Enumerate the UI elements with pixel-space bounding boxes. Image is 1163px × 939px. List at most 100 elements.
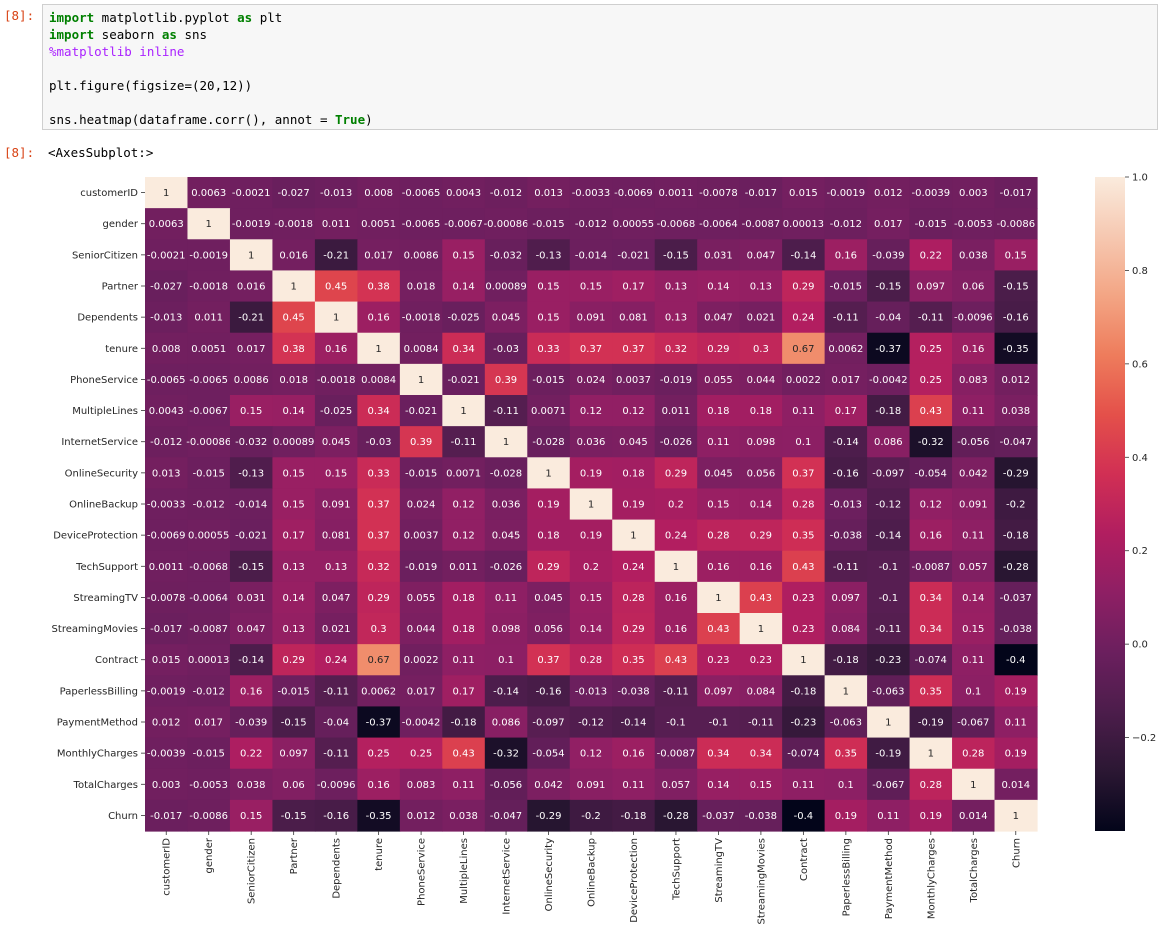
colorbar-tick-label: −0.2: [1132, 733, 1156, 744]
heatmap-cell: [782, 177, 826, 209]
heatmap-cell: [569, 270, 613, 303]
heatmap-cell: [909, 768, 953, 801]
cell-annotation: 0.29: [792, 282, 814, 293]
code-cell[interactable]: import matplotlib.pyplot as plt import s…: [42, 4, 1158, 130]
heatmap-cell: [824, 208, 868, 240]
cell-annotation: -0.039: [235, 718, 267, 729]
heatmap-cell: [782, 644, 826, 676]
heatmap-cell: [145, 613, 189, 645]
heatmap-cell: [654, 395, 698, 427]
heatmap-cell: [527, 426, 571, 458]
heatmap-cell: [909, 395, 953, 427]
cell-annotation: 1: [163, 188, 169, 199]
heatmap-cell: [145, 270, 189, 303]
cell-annotation: -0.0018: [317, 375, 356, 386]
cell-annotation: 0.055: [407, 593, 436, 604]
cell-annotation: 0.0071: [531, 406, 566, 417]
cell-annotation: -0.21: [323, 250, 349, 261]
heatmap-cell: [782, 301, 826, 334]
cell-annotation: 0.11: [452, 655, 474, 666]
heatmap-cell: [484, 395, 528, 427]
cell-annotation: 0.11: [452, 780, 474, 791]
cell-annotation: 0.012: [874, 188, 903, 199]
cell-annotation: -0.29: [536, 811, 562, 822]
cell-annotation: 0.017: [874, 219, 903, 230]
cell-annotation: -0.14: [790, 250, 816, 261]
heatmap-cell: [782, 239, 826, 272]
heatmap-cell: [229, 799, 274, 832]
heatmap-cell: [357, 208, 401, 240]
heatmap-cell: [314, 675, 358, 708]
heatmap-cell: [484, 457, 528, 490]
cell-annotation: 1: [843, 686, 849, 697]
heatmap-cell: [612, 177, 656, 209]
heatmap-cell: [357, 675, 401, 708]
heatmap-cell: [272, 550, 316, 583]
heatmap-cell: [145, 581, 189, 614]
heatmap-cell: [527, 613, 571, 645]
cell-annotation: -0.038: [617, 686, 649, 697]
cell-annotation: 0.0043: [446, 188, 481, 199]
x-tick-label: Contract: [799, 838, 810, 881]
heatmap-cell: [527, 395, 571, 427]
heatmap-cell: [739, 177, 783, 209]
cell-annotation: -0.039: [872, 250, 904, 261]
y-tick-label: PaperlessBilling: [60, 686, 138, 697]
heatmap-cell: [314, 737, 358, 770]
heatmap-cell: [952, 488, 996, 521]
cell-annotation: 1: [588, 500, 594, 511]
heatmap-cell: [187, 550, 231, 583]
code-editor[interactable]: import matplotlib.pyplot as plt import s…: [49, 9, 373, 128]
cell-annotation: -0.15: [1003, 282, 1029, 293]
cell-annotation: 0.0086: [404, 250, 439, 261]
heatmap-cell: [399, 426, 443, 458]
heatmap-cell: [612, 675, 656, 708]
y-tick-label: Churn: [108, 811, 138, 822]
heatmap-cell: [824, 675, 868, 708]
cell-annotation: -0.0053: [189, 780, 228, 791]
code-line: import matplotlib.pyplot as plt: [49, 10, 282, 25]
heatmap-cell: [569, 675, 613, 708]
heatmap-cell: [697, 644, 741, 676]
cell-annotation: 1: [460, 406, 466, 417]
cell-annotation: -0.13: [536, 250, 562, 261]
cell-annotation: 0.00089: [485, 282, 526, 293]
colorbar-tick-label: 1.0: [1132, 173, 1148, 184]
x-tick-label: customerID: [162, 838, 173, 896]
heatmap-cell: [569, 239, 613, 272]
cell-annotation: -0.015: [532, 219, 564, 230]
heatmap-cell: [357, 550, 401, 583]
y-tick-label: InternetService: [61, 437, 138, 448]
heatmap-cell: [867, 799, 911, 832]
heatmap-cell: [697, 488, 741, 521]
heatmap-cell: [909, 208, 953, 240]
heatmap-cell: [442, 581, 486, 614]
cell-annotation: 0.15: [240, 811, 262, 822]
heatmap-cell: [357, 301, 401, 334]
heatmap-cell: [697, 675, 741, 708]
code-token: (20,12)): [192, 78, 253, 93]
heatmap-cell: [739, 208, 783, 240]
heatmap-cell: [867, 426, 911, 458]
heatmap-cell: [867, 550, 911, 583]
cell-annotation: -0.29: [1003, 468, 1029, 479]
cell-annotation: -0.1: [879, 562, 899, 573]
y-tick-label: StreamingMovies: [52, 624, 138, 635]
cell-annotation: -0.0042: [869, 375, 908, 386]
heatmap-cell: [442, 332, 486, 365]
heatmap-cell: [399, 706, 443, 739]
heatmap-cell: [272, 675, 316, 708]
cell-annotation: 0.15: [962, 624, 984, 635]
cell-annotation: -0.013: [320, 188, 352, 199]
cell-annotation: -0.0087: [657, 749, 696, 760]
x-tick-label: StreamingTV: [714, 838, 725, 903]
heatmap-cell: [187, 301, 231, 334]
heatmap-cell: [229, 363, 274, 396]
cell-annotation: 1: [715, 593, 721, 604]
cell-annotation: 0.25: [920, 375, 942, 386]
heatmap-cell: [399, 768, 443, 801]
cell-annotation: 0.0022: [404, 655, 439, 666]
heatmap-cell: [314, 301, 358, 334]
cell-annotation: 0.14: [283, 406, 305, 417]
y-tick-label: PhoneService: [70, 375, 138, 386]
